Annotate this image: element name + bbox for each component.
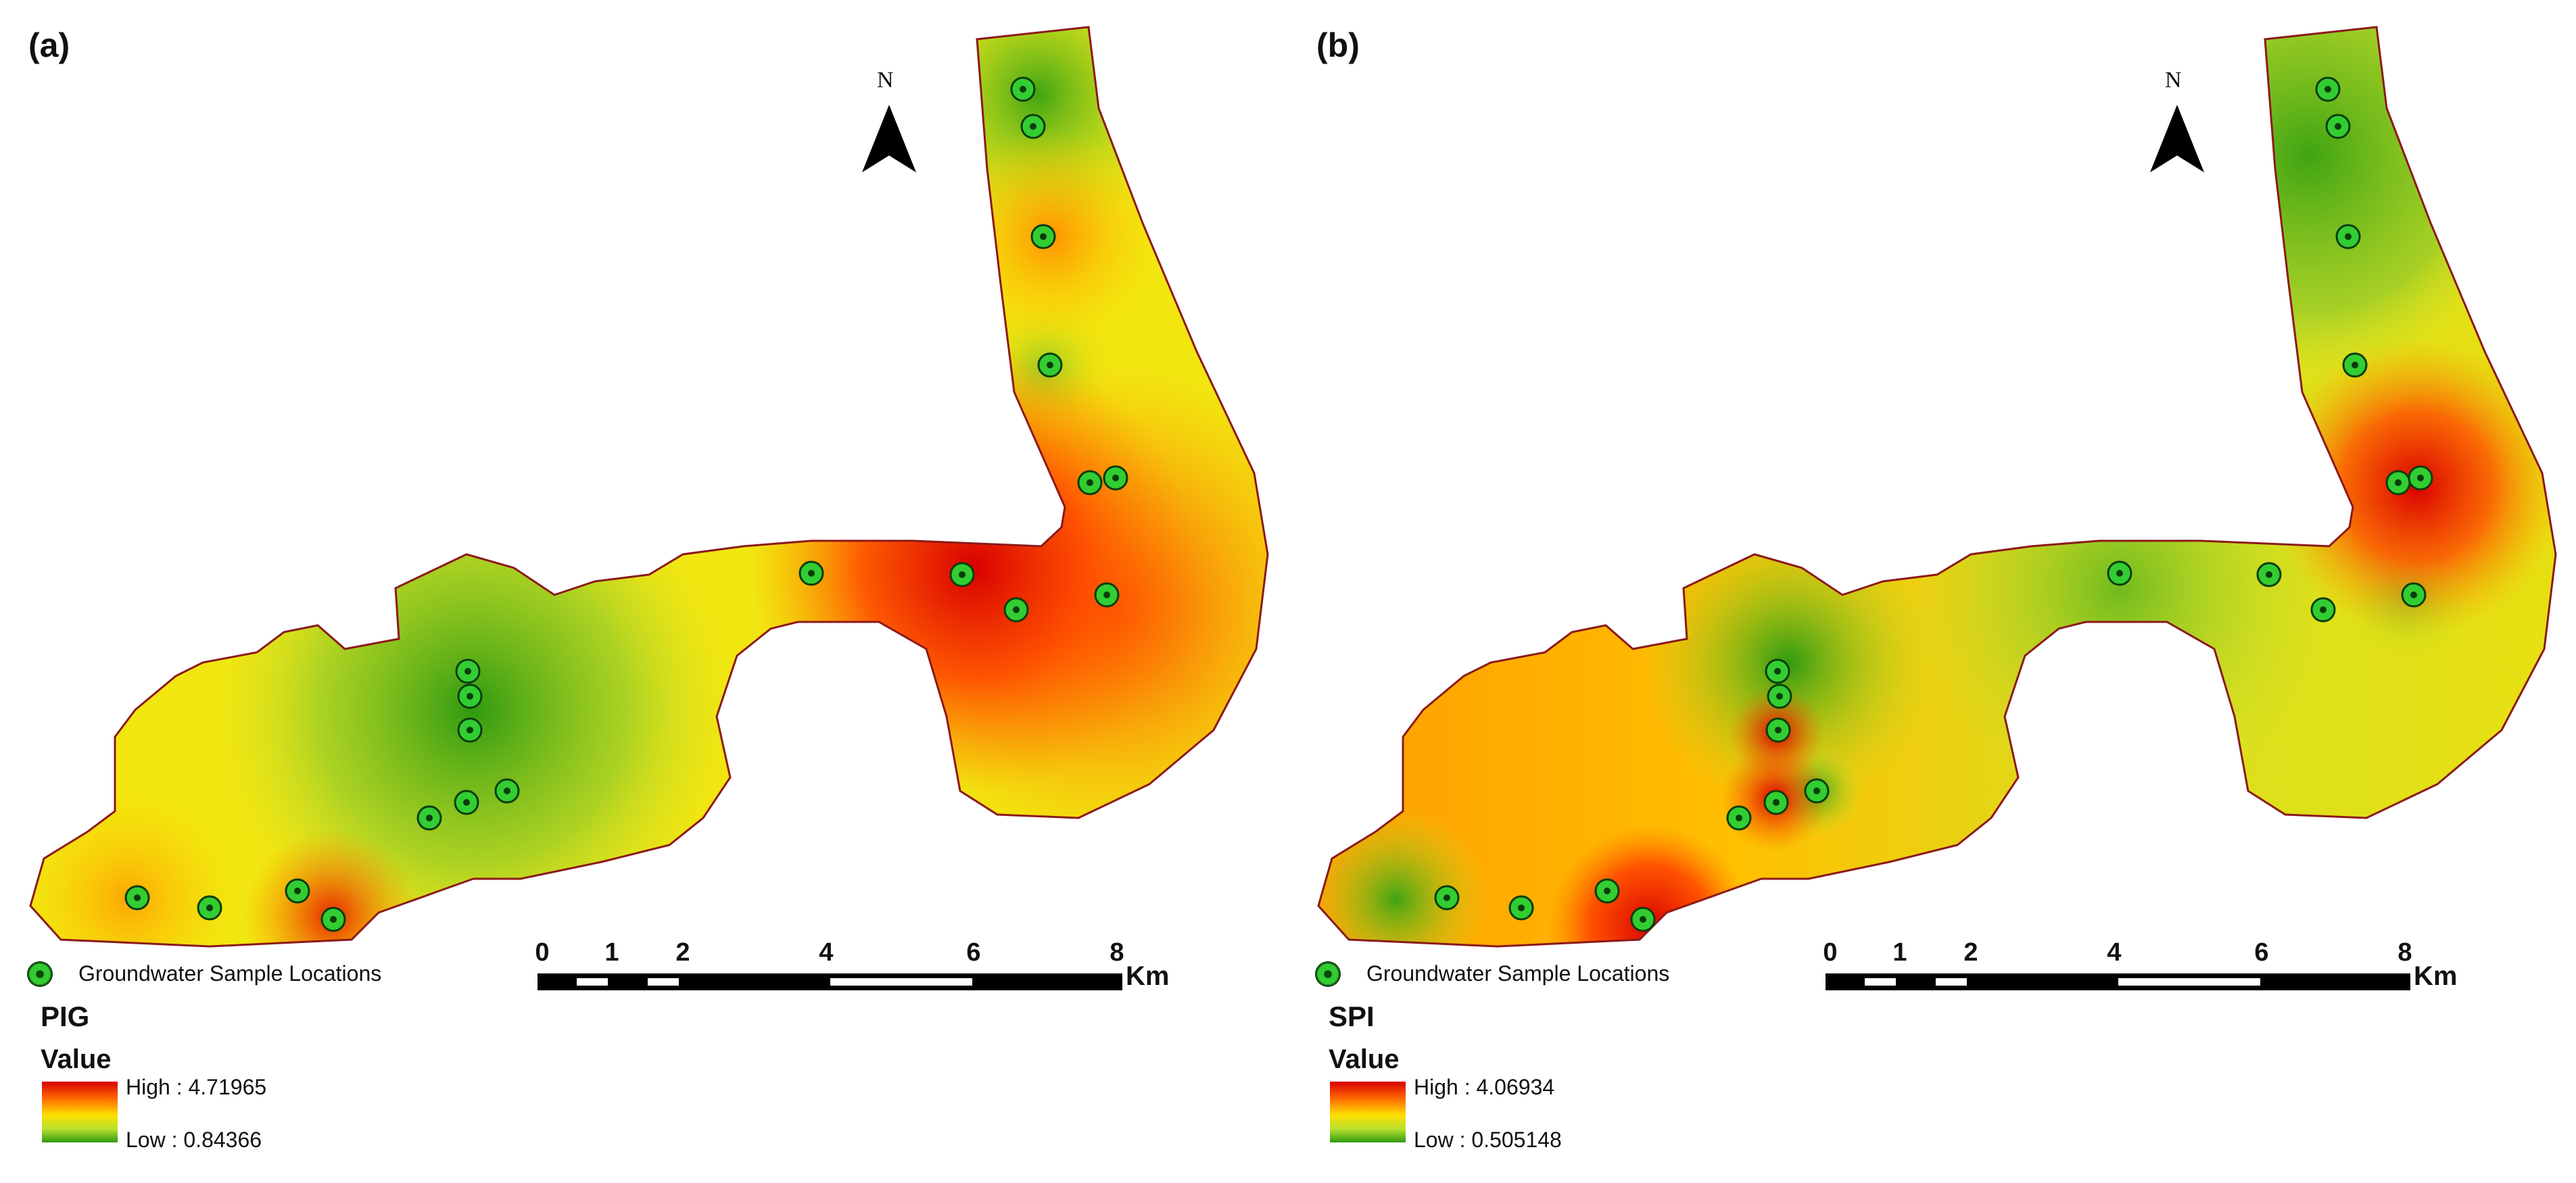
scale-unit: Km xyxy=(2414,961,2458,991)
north-label: N xyxy=(2165,68,2182,93)
sample-point[interactable] xyxy=(454,790,479,815)
legend-value-title: Value xyxy=(41,1044,112,1074)
legend-high-label: High : 4.71965 xyxy=(126,1075,267,1099)
sample-point[interactable] xyxy=(457,717,483,743)
sample-point[interactable] xyxy=(1726,805,1752,831)
sample-point[interactable] xyxy=(1594,878,1620,904)
scale-tick: 8 xyxy=(1110,938,1124,967)
scale-tick: 0 xyxy=(1823,938,1838,967)
sample-point-icon xyxy=(1316,962,1339,986)
sample-point[interactable] xyxy=(1508,895,1534,921)
scale-tick: 0 xyxy=(535,938,550,967)
sample-point[interactable] xyxy=(2408,465,2433,491)
sample-point[interactable] xyxy=(494,778,520,804)
sample-point[interactable] xyxy=(798,560,824,586)
north-arrow-icon xyxy=(2150,105,2204,172)
scale-segment xyxy=(577,978,608,986)
panel-a: (a) N Groundwater Sample Locations 0 1 2… xyxy=(28,26,1269,1152)
sample-point[interactable] xyxy=(416,805,442,831)
scale-tick: 2 xyxy=(675,938,690,967)
legend-samples: Groundwater Sample Locations xyxy=(28,961,381,986)
scale-segment xyxy=(648,978,679,986)
scale-tick: 6 xyxy=(966,938,981,967)
panel-label: (b) xyxy=(1316,26,1360,64)
sample-points-a xyxy=(124,76,1128,932)
sample-point[interactable] xyxy=(1434,885,1460,911)
sample-point[interactable] xyxy=(455,658,481,684)
color-ramp xyxy=(1330,1082,1406,1142)
sample-point[interactable] xyxy=(1094,582,1120,608)
scale-segment xyxy=(2118,978,2260,986)
scale-segment xyxy=(1936,978,1967,986)
sample-point[interactable] xyxy=(1077,470,1103,496)
scale-tick: 1 xyxy=(1892,938,1907,967)
north-arrow-icon xyxy=(862,105,916,172)
sample-point[interactable] xyxy=(2401,582,2427,608)
sample-point[interactable] xyxy=(2310,597,2336,623)
legend-samples-label: Groundwater Sample Locations xyxy=(78,961,382,986)
scale-segment xyxy=(1865,978,1896,986)
sample-point[interactable] xyxy=(1630,907,1656,932)
index-name: SPI xyxy=(1329,1000,1375,1032)
scale-tick: 4 xyxy=(819,938,834,967)
map-canvas-b xyxy=(1317,26,2557,948)
sample-point[interactable] xyxy=(1037,352,1063,378)
sample-point[interactable] xyxy=(2107,560,2132,586)
legend-low-label: Low : 0.505148 xyxy=(1414,1128,1562,1152)
sample-point[interactable] xyxy=(320,907,346,932)
scale-bar xyxy=(538,973,1122,990)
sample-point[interactable] xyxy=(1030,224,1056,249)
legend-samples-label: Groundwater Sample Locations xyxy=(1366,961,1670,986)
sample-point[interactable] xyxy=(2256,562,2282,587)
legend-high-label: High : 4.06934 xyxy=(1414,1075,1555,1099)
sample-point[interactable] xyxy=(2342,352,2368,378)
sample-point[interactable] xyxy=(285,878,310,904)
sample-point[interactable] xyxy=(457,683,483,709)
map-canvas-a xyxy=(29,26,1269,948)
sample-point[interactable] xyxy=(2385,470,2411,496)
study-area-boundary xyxy=(1317,26,2557,948)
scale-unit: Km xyxy=(1126,961,1170,991)
sample-point[interactable] xyxy=(1020,114,1046,139)
scale-tick: 4 xyxy=(2107,938,2122,967)
sample-point-icon xyxy=(28,962,51,986)
scale-bar xyxy=(1826,973,2410,990)
sample-point[interactable] xyxy=(1767,683,1792,709)
sample-points-b xyxy=(1434,76,2433,932)
sample-point[interactable] xyxy=(1765,658,1790,684)
scale-segment xyxy=(830,978,972,986)
sample-point[interactable] xyxy=(2325,114,2351,139)
legend-low-label: Low : 0.84366 xyxy=(126,1128,262,1152)
sample-point[interactable] xyxy=(1010,76,1036,102)
sample-point[interactable] xyxy=(1763,790,1789,815)
sample-point[interactable] xyxy=(1003,597,1029,623)
index-name: PIG xyxy=(41,1000,90,1032)
sample-point[interactable] xyxy=(2335,224,2361,249)
panel-b: (b) N Groundwater Sample Locations 0 1 2… xyxy=(1288,0,2576,1183)
sample-point[interactable] xyxy=(1765,717,1791,743)
sample-point[interactable] xyxy=(1804,778,1830,804)
scale-tick: 1 xyxy=(604,938,619,967)
legend-samples: Groundwater Sample Locations xyxy=(1316,961,1669,986)
sample-point[interactable] xyxy=(2315,76,2341,102)
north-label: N xyxy=(877,68,894,93)
legend-value-title: Value xyxy=(1329,1044,1400,1074)
panel-label: (a) xyxy=(28,26,70,64)
color-ramp xyxy=(42,1082,118,1142)
scale-tick: 8 xyxy=(2398,938,2412,967)
sample-point[interactable] xyxy=(124,885,150,911)
scale-tick: 2 xyxy=(1963,938,1978,967)
sample-point[interactable] xyxy=(949,562,975,587)
study-area-boundary xyxy=(29,26,1269,948)
sample-point[interactable] xyxy=(1103,465,1128,491)
scale-tick: 6 xyxy=(2254,938,2269,967)
sample-point[interactable] xyxy=(197,895,222,921)
